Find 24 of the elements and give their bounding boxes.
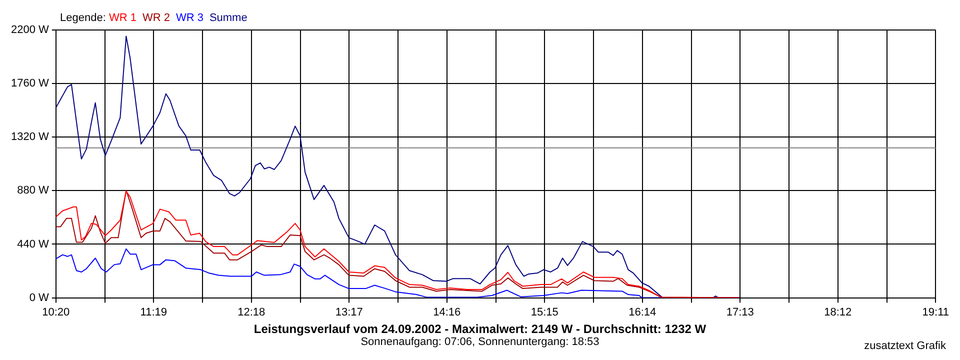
- x-tick-label: 13:17: [335, 306, 363, 318]
- x-tick-label: 11:19: [140, 306, 168, 318]
- text: Sonnenaufgang: 07:06, Sonnenuntergang: 18:53: [360, 336, 600, 348]
- legend-title: Legende:: [60, 12, 107, 24]
- y-tick-label: 440 W: [17, 238, 50, 250]
- text: WR 1: [108, 12, 136, 24]
- text: WR 2: [142, 12, 170, 24]
- x-tick-label: 14:16: [433, 306, 461, 318]
- x-tick-label: 19:11: [922, 306, 950, 318]
- x-tick-label: 10:20: [42, 306, 70, 318]
- y-tick-label: 2200 W: [10, 24, 50, 36]
- x-tick-label: 12:18: [238, 306, 266, 318]
- text: Summe: [209, 12, 248, 24]
- x-tick-label: 17:13: [726, 306, 754, 318]
- y-tick-label: 880 W: [17, 184, 50, 197]
- x-tick-label: 16:14: [628, 306, 656, 318]
- x-tick-label: 15:15: [530, 306, 558, 318]
- y-tick-label: 1320 W: [10, 131, 50, 144]
- y-tick-label: 0 W: [29, 292, 50, 304]
- x-tick-label: 18:12: [824, 306, 852, 318]
- y-tick-label: 1760 W: [10, 78, 50, 90]
- text: WR 3: [176, 12, 204, 24]
- text: Leistungsverlauf vom 24.09.2002 - Maximalwert: 2149 W - Durchschnitt: 1232 W: [252, 322, 708, 336]
- text: zusatztext Grafik: [864, 340, 946, 352]
